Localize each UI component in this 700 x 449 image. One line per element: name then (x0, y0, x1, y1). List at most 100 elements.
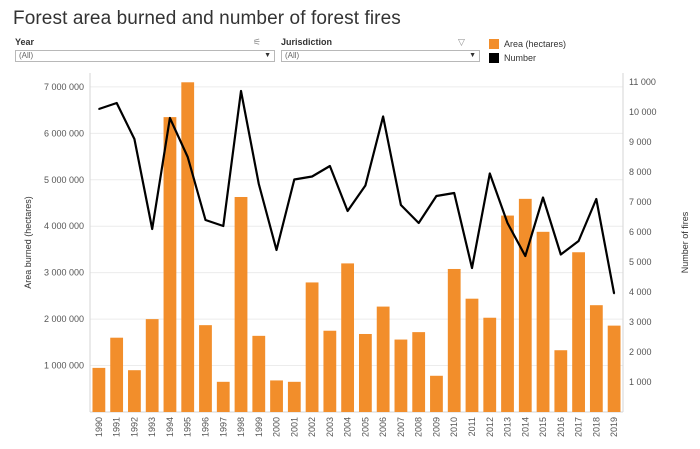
bar (430, 375, 443, 412)
legend-label-area: Area (hectares) (504, 39, 567, 49)
y-right-tick-label: 4 000 (629, 287, 652, 297)
x-tick-label: 2006 (378, 417, 388, 437)
line-point (98, 108, 100, 110)
year-filter: Year ⚟ ▾ (All) ▼ (15, 37, 275, 62)
line-point (524, 255, 527, 257)
line-point (400, 204, 402, 206)
line-point (169, 117, 171, 119)
x-tick-label: 2014 (520, 417, 530, 437)
y-left-axis-title: Area burned (hectares) (23, 196, 33, 289)
x-tick-label: 2008 (414, 417, 424, 437)
number-series-line (98, 89, 616, 294)
x-tick-label: 2001 (289, 417, 299, 437)
y-left-tick-label: 4 000 000 (44, 221, 84, 231)
x-tick-label: 2000 (272, 417, 282, 437)
line-point (417, 222, 420, 224)
year-select[interactable]: (All) ▼ (15, 50, 275, 62)
line-point (204, 219, 207, 221)
x-tick-label: 2016 (556, 417, 566, 437)
chevron-down-icon: ▼ (264, 52, 271, 59)
bar (607, 325, 621, 412)
bar (483, 317, 497, 412)
y-right-tick-label: 9 000 (629, 137, 652, 147)
bar (181, 82, 195, 413)
bar (128, 370, 141, 412)
bar (110, 337, 124, 412)
line-point (506, 222, 509, 224)
x-tick-label: 2011 (467, 417, 477, 436)
x-tick-label: 1999 (254, 417, 264, 437)
line-point (364, 184, 367, 187)
bar (536, 231, 550, 412)
bar (501, 215, 514, 412)
line-point (257, 183, 260, 185)
bar (394, 339, 408, 412)
x-tick-label: 2007 (396, 417, 406, 437)
legend-item-number[interactable]: Number (489, 51, 566, 65)
line-point (186, 156, 189, 158)
x-tick-label: 1993 (147, 417, 157, 437)
bar (323, 330, 337, 412)
x-tick-label: 2012 (485, 417, 495, 437)
bar (145, 319, 159, 412)
y-right-tick-label: 5 000 (629, 257, 652, 267)
legend-item-area[interactable]: Area (hectares) (489, 37, 566, 51)
y-left-tick-label: 1 000 000 (44, 361, 84, 371)
line-point (595, 198, 598, 200)
line-point (613, 292, 615, 295)
x-tick-label: 2018 (591, 417, 601, 437)
bar (465, 298, 479, 412)
x-tick-label: 2003 (325, 417, 335, 437)
x-tick-label: 2004 (343, 417, 353, 437)
x-tick-label: 2015 (538, 417, 548, 437)
line-point (453, 192, 456, 194)
y-right-tick-label: 6 000 (629, 227, 652, 237)
line-point (311, 175, 313, 178)
x-tick-label: 2009 (431, 417, 441, 437)
bar (234, 196, 248, 412)
year-select-value: (All) (19, 51, 34, 60)
x-tick-label: 1990 (94, 417, 104, 437)
line-point (222, 225, 225, 227)
x-tick-label: 2019 (609, 417, 619, 437)
y-right-tick-label: 7 000 (629, 197, 652, 207)
y-left-tick-label: 3 000 000 (44, 268, 84, 278)
bar (447, 268, 461, 412)
bar (554, 350, 568, 412)
bar (412, 332, 426, 412)
x-tick-label: 1998 (236, 417, 246, 437)
line-point (293, 178, 296, 181)
line-point (435, 195, 438, 197)
bar (305, 282, 319, 412)
x-tick-label: 2002 (307, 417, 317, 437)
bar (589, 305, 603, 412)
jurisdiction-select[interactable]: (All) ▼ (281, 50, 480, 62)
bar (270, 380, 283, 412)
y-right-tick-label: 1 000 (629, 377, 652, 387)
line-point (115, 102, 118, 104)
line-point (471, 267, 473, 269)
chevron-down-icon: ▼ (469, 52, 476, 59)
jurisdiction-select-value: (All) (285, 51, 300, 60)
x-tick-label: 2013 (503, 417, 513, 437)
legend-swatch-number (489, 53, 499, 63)
bar (92, 367, 106, 412)
bar (518, 198, 532, 412)
y-left-tick-label: 6 000 000 (44, 128, 84, 138)
jurisdiction-filter: Jurisdiction ▽ ▾ (All) ▼ (281, 37, 480, 62)
y-left-tick-label: 5 000 000 (44, 175, 84, 185)
bar (341, 263, 355, 412)
y-right-tick-label: 10 000 (629, 107, 657, 117)
x-tick-label: 1996 (200, 417, 210, 437)
bar (287, 381, 301, 412)
y-right-tick-label: 2 000 (629, 347, 652, 357)
year-filter-label: Year (15, 37, 35, 47)
x-tick-label: 1994 (165, 417, 175, 437)
x-tick-label: 1995 (183, 417, 193, 437)
line-point (240, 90, 242, 92)
bar (199, 325, 212, 412)
x-tick-label: 1991 (112, 417, 122, 437)
line-point (275, 249, 278, 251)
x-tick-label: 1992 (129, 417, 139, 437)
